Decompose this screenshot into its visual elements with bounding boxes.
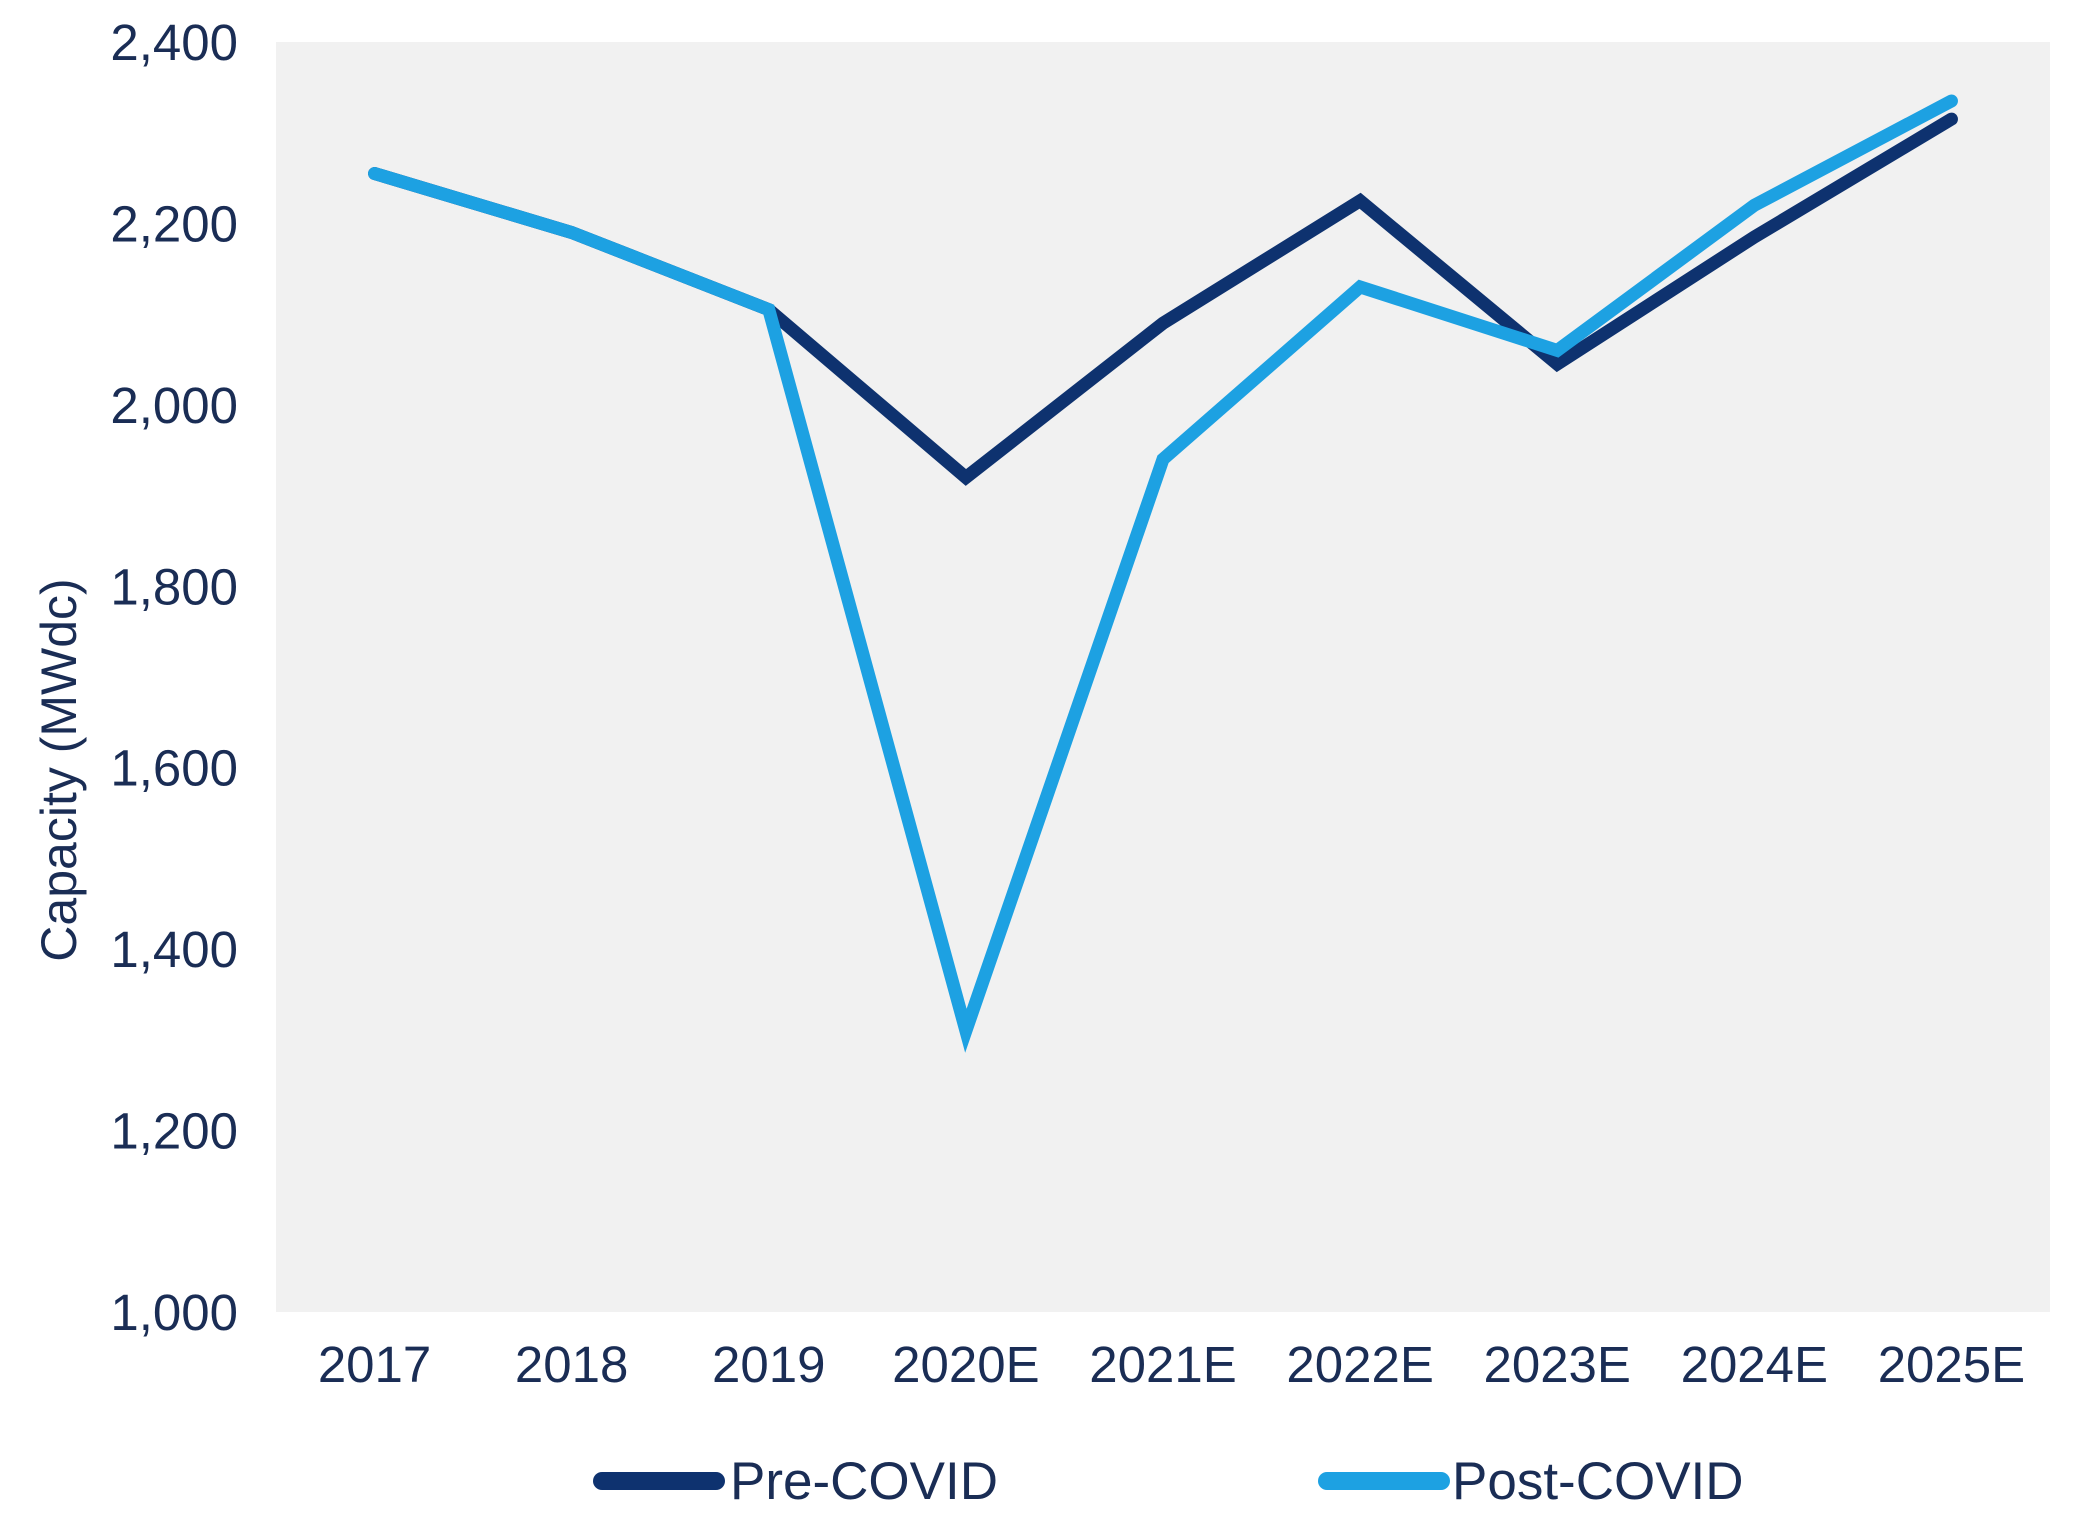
legend-item-post-covid: Post-COVID xyxy=(1318,1452,1744,1511)
y-tick-label: 1,400 xyxy=(110,921,238,978)
legend-label-post-covid: Post-COVID xyxy=(1452,1452,1744,1511)
y-tick-label: 1,000 xyxy=(110,1284,238,1341)
x-tick-label: 2022E xyxy=(1286,1336,1433,1393)
legend-item-pre-covid: Pre-COVID xyxy=(593,1452,998,1511)
x-tick-label: 2019 xyxy=(712,1336,825,1393)
y-tick-label: 1,600 xyxy=(110,740,238,797)
x-tick-label: 2025E xyxy=(1878,1336,2025,1393)
series-lines xyxy=(368,94,1958,1053)
x-tick-label: 2017 xyxy=(318,1336,431,1393)
y-tick-label: 2,400 xyxy=(110,14,238,71)
x-tick-label: 2020E xyxy=(892,1336,1039,1393)
y-axis-title: Capacity (MWdc) xyxy=(31,578,87,961)
legend-label-pre-covid: Pre-COVID xyxy=(730,1452,998,1511)
x-tick-label: 2021E xyxy=(1089,1336,1236,1393)
y-axis-tick-labels: 2,400 2,200 2,000 1,800 1,600 1,400 1,200 1,000 xyxy=(110,14,238,1341)
x-axis-tick-labels: 2017 2018 2019 2020E 2021E 2022E 2023E 2024E 202… xyxy=(318,1336,2025,1393)
x-tick-label: 2024E xyxy=(1681,1336,1828,1393)
x-tick-label: 2023E xyxy=(1483,1336,1630,1393)
y-tick-label: 1,800 xyxy=(110,558,238,615)
legend: Pre-COVID Post-COVID xyxy=(593,1452,1744,1511)
y-tick-label: 1,200 xyxy=(110,1103,238,1160)
series-line-post-covid xyxy=(368,94,1958,1053)
x-tick-label: 2018 xyxy=(515,1336,628,1393)
y-tick-label: 2,000 xyxy=(110,377,238,434)
y-tick-label: 2,200 xyxy=(110,195,238,252)
plot-background xyxy=(276,42,2050,1312)
